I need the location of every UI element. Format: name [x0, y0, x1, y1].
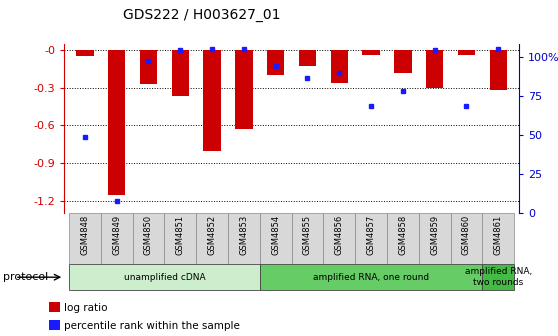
Bar [482, 264, 514, 290]
Text: GSM4853: GSM4853 [239, 215, 248, 255]
Bar [267, 50, 285, 75]
Bar [355, 213, 387, 264]
Text: GSM4860: GSM4860 [462, 215, 471, 255]
Bar [260, 264, 482, 290]
Bar [450, 213, 482, 264]
Bar [323, 213, 355, 264]
Text: GSM4856: GSM4856 [335, 215, 344, 255]
Text: GSM4852: GSM4852 [208, 215, 217, 255]
Bar [165, 213, 196, 264]
Bar [426, 50, 444, 88]
Text: GSM4859: GSM4859 [430, 215, 439, 255]
Text: amplified RNA, one round: amplified RNA, one round [313, 273, 429, 282]
Text: GSM4848: GSM4848 [80, 215, 89, 255]
Bar [108, 50, 126, 195]
Bar [203, 50, 221, 151]
Text: GSM4851: GSM4851 [176, 215, 185, 255]
Text: GSM4854: GSM4854 [271, 215, 280, 255]
Bar [50, 302, 60, 312]
Bar [362, 50, 380, 55]
Bar [291, 213, 323, 264]
Text: GDS222 / H003627_01: GDS222 / H003627_01 [123, 8, 280, 23]
Bar [482, 213, 514, 264]
Text: GSM4850: GSM4850 [144, 215, 153, 255]
Bar [171, 50, 189, 96]
Text: GSM4855: GSM4855 [303, 215, 312, 255]
Bar [394, 50, 412, 73]
Text: unamplified cDNA: unamplified cDNA [123, 273, 205, 282]
Bar [418, 213, 450, 264]
Bar [260, 213, 291, 264]
Text: amplified RNA,
two rounds: amplified RNA, two rounds [465, 267, 532, 287]
Text: protocol: protocol [3, 272, 48, 282]
Bar [330, 50, 348, 83]
Bar [50, 320, 60, 330]
Text: GSM4861: GSM4861 [494, 215, 503, 255]
Text: GSM4857: GSM4857 [367, 215, 376, 255]
Bar [140, 50, 157, 84]
Text: percentile rank within the sample: percentile rank within the sample [64, 321, 239, 331]
Bar [299, 50, 316, 66]
Bar [69, 264, 260, 290]
Bar [228, 213, 260, 264]
Bar [76, 50, 94, 56]
Bar [133, 213, 165, 264]
Bar [235, 50, 253, 129]
Bar [69, 213, 101, 264]
Bar [458, 50, 475, 55]
Text: GSM4858: GSM4858 [398, 215, 407, 255]
Bar [101, 213, 133, 264]
Bar [196, 213, 228, 264]
Bar [489, 50, 507, 90]
Bar [387, 213, 418, 264]
Text: log ratio: log ratio [64, 303, 107, 313]
Text: GSM4849: GSM4849 [112, 215, 121, 255]
